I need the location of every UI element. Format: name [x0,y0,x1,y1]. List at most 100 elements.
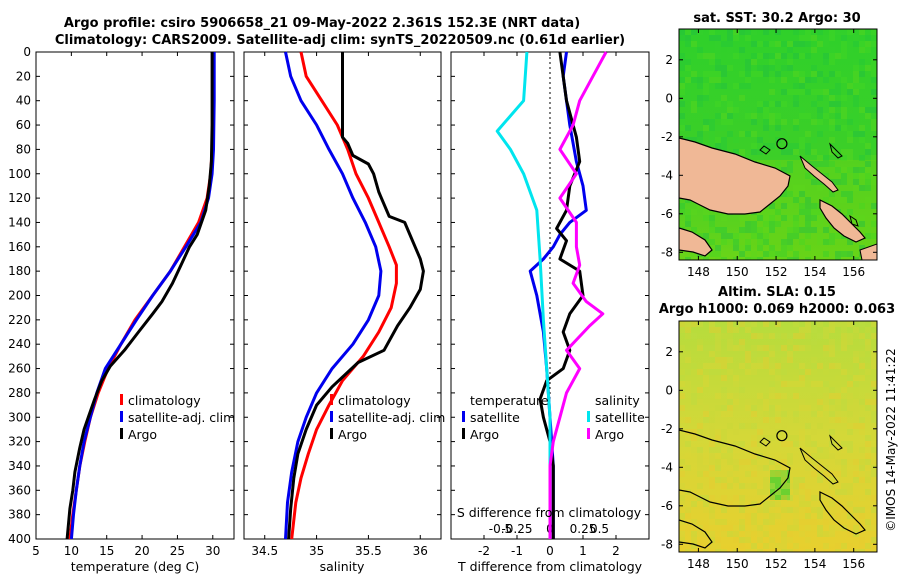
map-pixel [709,417,715,423]
map-pixel [859,399,865,405]
map-pixel [853,185,859,191]
map-pixel [853,71,859,77]
map-pixel [685,257,691,260]
map-pixel [679,83,685,89]
map-pixel [853,507,859,513]
map-pixel [769,95,775,101]
map-pixel [805,441,811,447]
map-pixel [751,501,757,507]
map-pixel [859,59,865,65]
map-pixel [829,125,835,131]
map-pixel [757,143,763,149]
map-pixel [745,321,751,327]
map-pixel [835,417,841,423]
map-pixel [709,215,715,221]
map-pixel [841,155,847,161]
map-pixel [733,459,739,465]
map-pixel [841,191,847,197]
series-argo [65,52,214,540]
map-pixel [853,411,859,417]
map-pixel [793,185,799,191]
map-pixel [787,161,793,167]
map-pixel [817,113,823,119]
map-pixel [817,465,823,471]
map-pixel [811,47,817,53]
map-pixel [865,471,871,477]
map-pixel [823,417,829,423]
map-pixel [871,59,877,65]
map-pixel [853,399,859,405]
map-pixel [703,495,709,501]
map-pixel [793,393,799,399]
map-pixel [841,77,847,83]
map-pixel [811,35,817,41]
map-pixel [871,203,877,209]
new-britain-outline [819,491,866,535]
map-pixel [757,465,763,471]
map-pixel [757,227,763,233]
map-pixel [841,149,847,155]
legend-label-argo: Argo [128,427,157,442]
map-pixel [763,251,769,257]
map-pixel [733,345,739,351]
y-tick-label: 320 [8,435,31,449]
map-pixel [739,29,745,35]
map-pixel [721,417,727,423]
map-pixel [691,393,697,399]
map-y-tick-label: -2 [661,422,673,436]
map-pixel [691,29,697,35]
map-pixel [835,251,841,257]
map-pixel [763,393,769,399]
map-pixel [721,65,727,71]
map-pixel [865,369,871,375]
map-pixel [691,369,697,375]
map-pixel [823,101,829,107]
map-pixel [871,71,877,77]
map-pixel [739,441,745,447]
map-pixel [691,41,697,47]
map-pixel [817,161,823,167]
map-pixel [865,543,871,549]
map-pixel [865,161,871,167]
map-pixel [769,53,775,59]
map-pixel [709,29,715,35]
sla-pixel-texture [679,321,877,552]
map-pixel [799,495,805,501]
map-pixel [811,393,817,399]
map-pixel [799,381,805,387]
map-pixel [817,185,823,191]
map-pixel [757,71,763,77]
map-pixel [793,221,799,227]
map-pixel [751,221,757,227]
map-pixel [781,245,787,251]
map-pixel [799,107,805,113]
map-pixel [763,519,769,525]
map-pixel [811,179,817,185]
map-pixel [751,471,757,477]
map-pixel [817,233,823,239]
map-pixel [733,89,739,95]
map-pixel [757,107,763,113]
map-pixel [841,441,847,447]
map-pixel [829,477,835,483]
map-pixel [871,155,877,161]
map-pixel [793,507,799,513]
map-pixel [811,149,817,155]
map-pixel [859,47,865,53]
map-y-tick-label: -4 [661,168,673,182]
map-pixel [847,155,853,161]
map-pixel [859,245,865,251]
map-pixel [763,29,769,35]
map-pixel [751,423,757,429]
map-pixel [841,387,847,393]
map-pixel [859,83,865,89]
new-ireland-outline [799,447,839,485]
map-pixel [757,507,763,513]
map-pixel [697,423,703,429]
map-pixel [685,65,691,71]
map-pixel [781,537,787,543]
map-pixel [829,429,835,435]
map-pixel [727,327,733,333]
map-pixel [805,513,811,519]
map-pixel [745,327,751,333]
